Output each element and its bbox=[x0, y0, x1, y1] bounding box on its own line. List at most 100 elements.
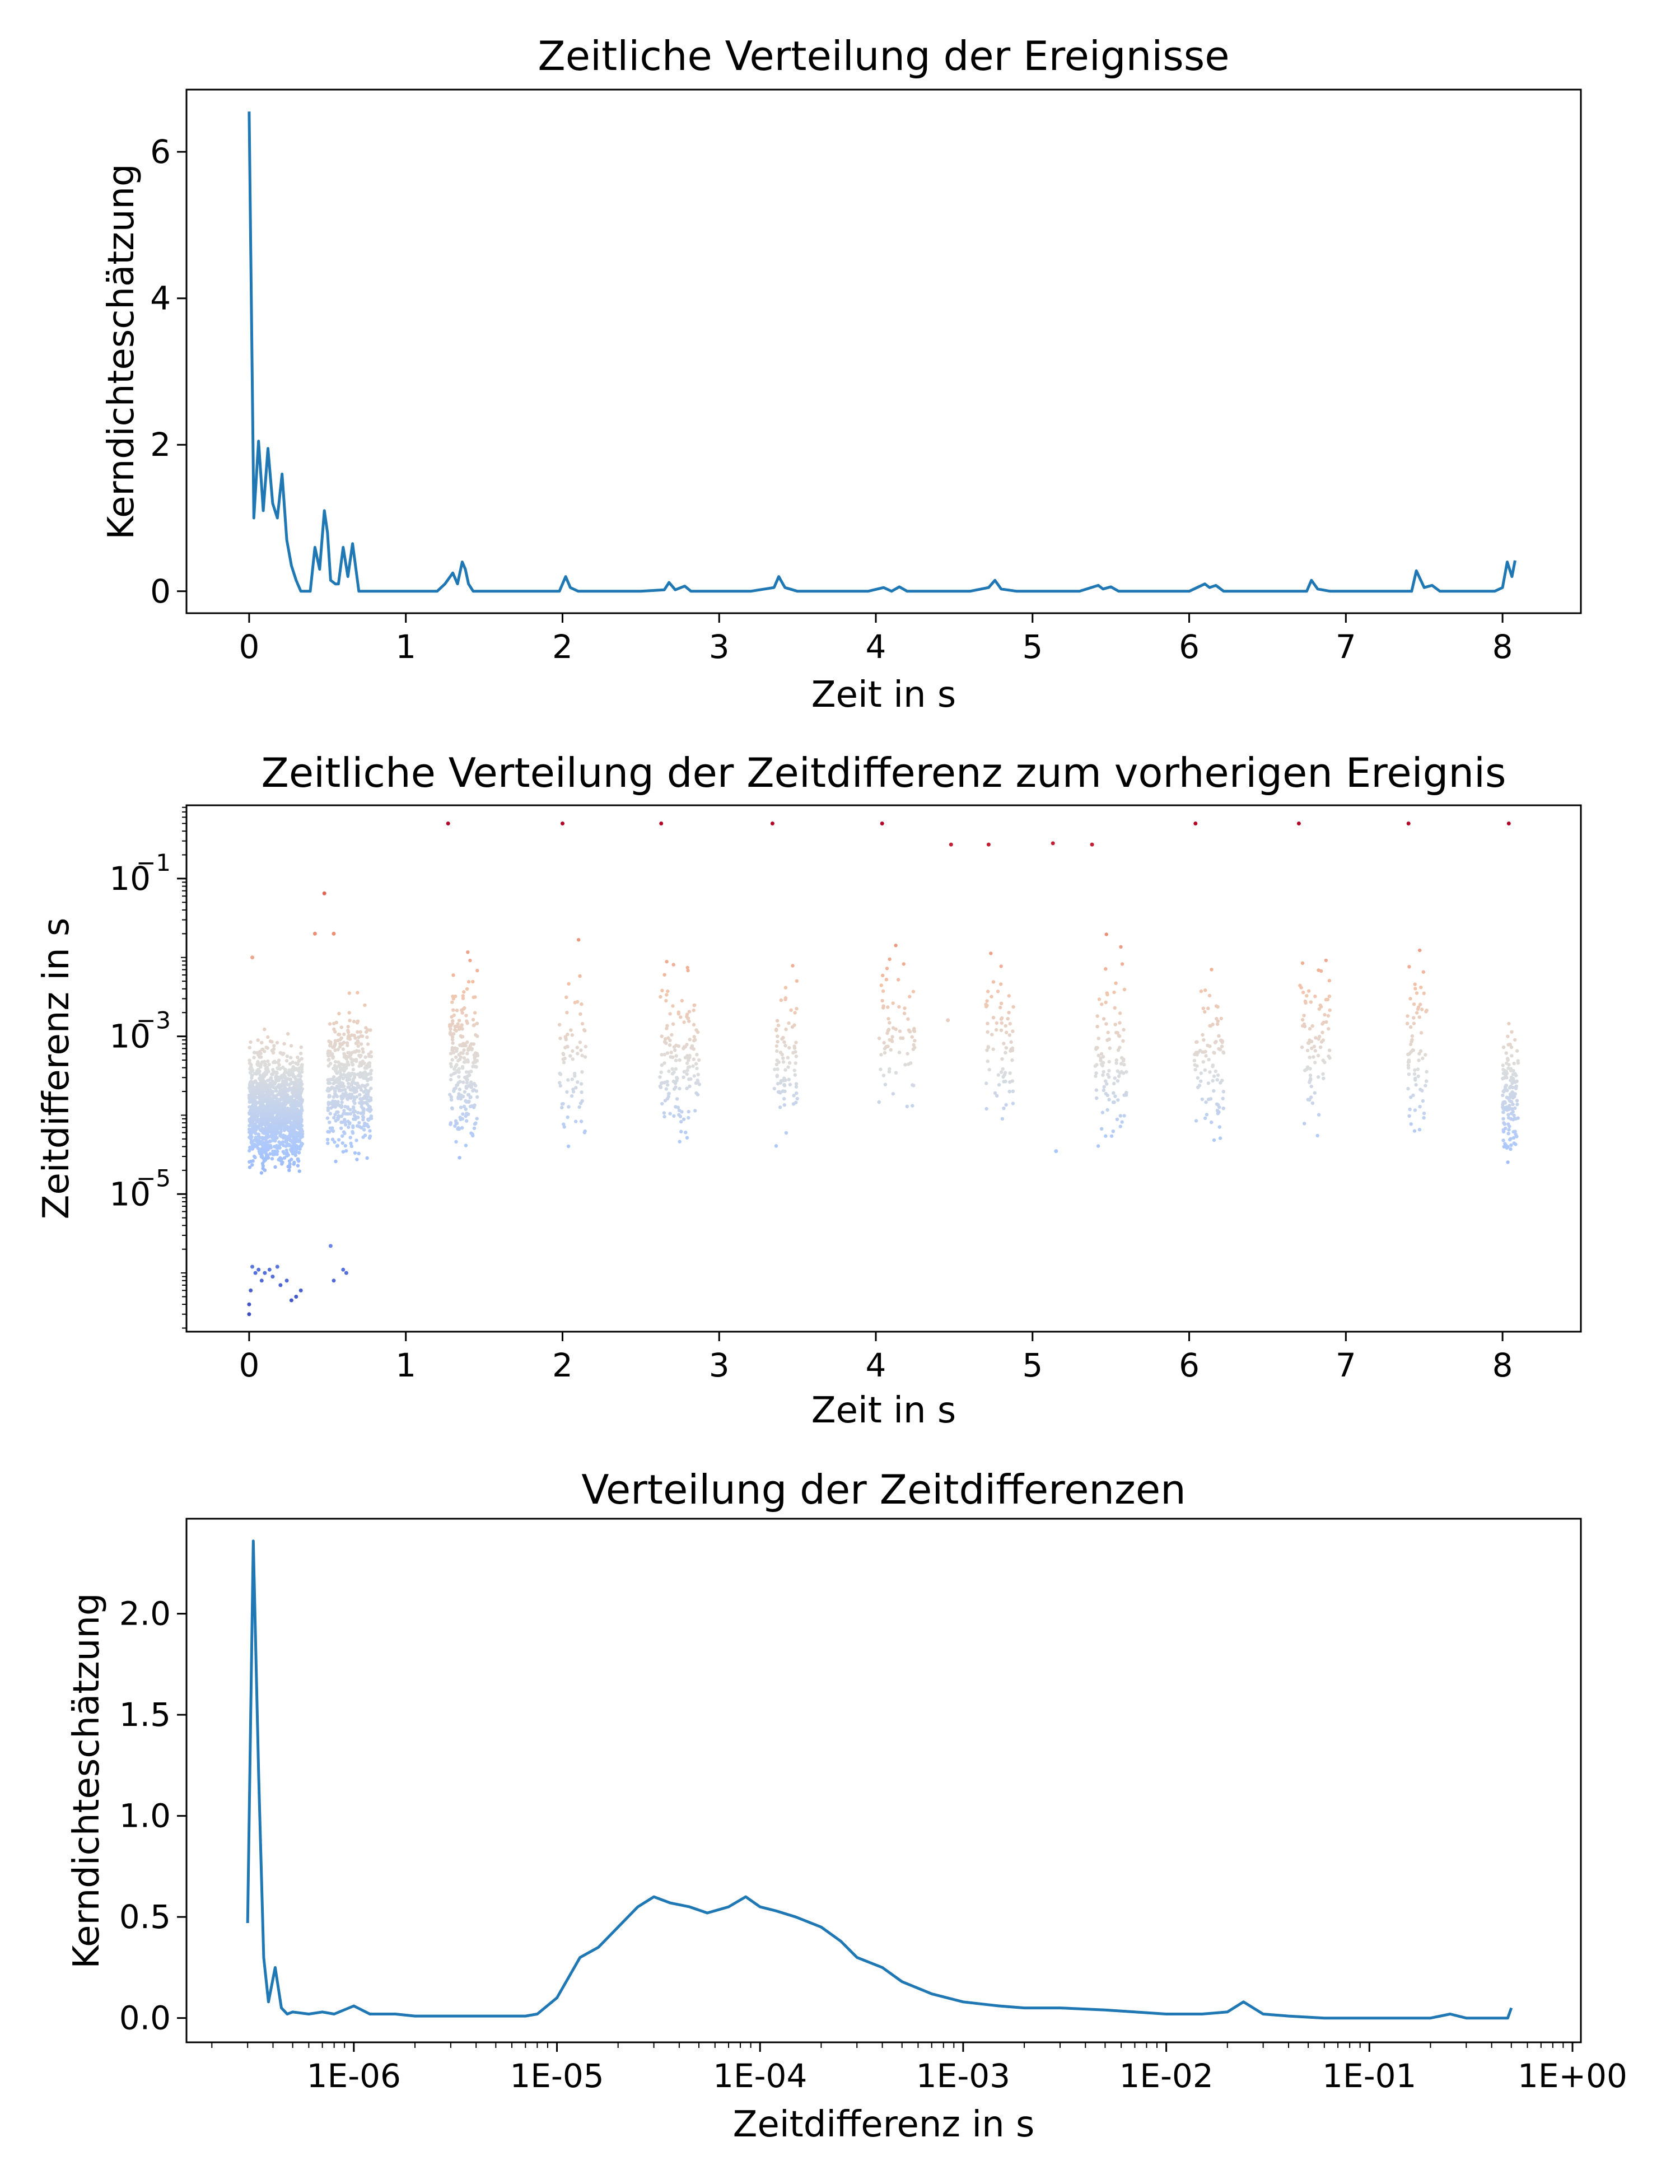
scatter-point bbox=[566, 1115, 570, 1119]
scatter-point bbox=[466, 1093, 470, 1097]
scatter-point bbox=[1212, 1138, 1216, 1142]
scatter-point bbox=[774, 1062, 779, 1067]
scatter-point bbox=[877, 1100, 881, 1104]
scatter-point bbox=[293, 1075, 297, 1079]
scatter-point bbox=[1054, 1149, 1058, 1154]
scatter-point bbox=[347, 1034, 351, 1038]
scatter-point bbox=[248, 1135, 251, 1140]
scatter-point bbox=[298, 1124, 302, 1128]
scatter-point bbox=[996, 1073, 1001, 1077]
scatter-point bbox=[1095, 1063, 1099, 1067]
scatter-point bbox=[685, 1072, 689, 1076]
scatter-point bbox=[883, 1051, 887, 1055]
scatter-point bbox=[793, 1073, 797, 1077]
scatter-point bbox=[355, 1158, 359, 1161]
scatter-point bbox=[1193, 822, 1198, 825]
scatter-point bbox=[1095, 1014, 1099, 1018]
scatter-point bbox=[1515, 1049, 1519, 1053]
scatter-point bbox=[1199, 1071, 1203, 1075]
scatter-point bbox=[344, 1112, 348, 1116]
scatter-point bbox=[473, 1084, 478, 1088]
scatter-point bbox=[277, 1058, 281, 1062]
scatter-point bbox=[1412, 1072, 1417, 1076]
scatter-point bbox=[1512, 1061, 1516, 1066]
scatter-point bbox=[272, 1070, 276, 1074]
scatter-point bbox=[266, 1035, 270, 1039]
scatter-point bbox=[882, 1040, 886, 1045]
scatter-point bbox=[949, 842, 953, 847]
scatter-point bbox=[359, 1042, 363, 1046]
scatter-point bbox=[339, 1068, 343, 1072]
scatter-point bbox=[1501, 1110, 1505, 1114]
scatter-point bbox=[986, 990, 990, 993]
scatter-point bbox=[268, 1082, 273, 1086]
scatter-point bbox=[1302, 1014, 1306, 1018]
scatter-point bbox=[568, 1054, 572, 1058]
scatter-point bbox=[459, 1055, 463, 1060]
scatter-point bbox=[1318, 1004, 1322, 1007]
scatter-point bbox=[272, 1044, 276, 1048]
scatter-point bbox=[277, 1140, 281, 1144]
scatter-point bbox=[260, 1154, 264, 1158]
scatter-point bbox=[1307, 989, 1311, 993]
scatter-point bbox=[279, 1130, 283, 1133]
scatter-point bbox=[260, 1128, 264, 1133]
panel-2-title: Zeitliche Verteilung der Zeitdifferenz z… bbox=[262, 749, 1506, 796]
scatter-point bbox=[248, 1123, 251, 1128]
scatter-point bbox=[1515, 1099, 1519, 1103]
series-line bbox=[248, 111, 1516, 593]
scatter-point bbox=[1096, 1144, 1100, 1148]
scatter-point bbox=[1095, 1096, 1099, 1100]
scatter-point bbox=[686, 1065, 690, 1070]
scatter-point bbox=[1108, 1046, 1112, 1050]
scatter-point bbox=[886, 1005, 890, 1009]
scatter-point bbox=[1406, 1086, 1410, 1091]
scatter-point bbox=[791, 964, 795, 968]
scatter-point bbox=[299, 1074, 303, 1079]
scatter-point bbox=[776, 1023, 781, 1028]
scatter-point bbox=[1425, 1070, 1429, 1074]
scatter-point bbox=[248, 1160, 251, 1164]
scatter-point bbox=[290, 1149, 293, 1154]
scatter-point bbox=[907, 1062, 911, 1066]
scatter-point bbox=[280, 1082, 284, 1086]
panel-1-xlabel: Zeit in s bbox=[811, 674, 956, 716]
scatter-point bbox=[668, 1043, 672, 1047]
scatter-point bbox=[1506, 1145, 1510, 1149]
scatter-point bbox=[339, 1114, 344, 1118]
scatter-point bbox=[1111, 1130, 1116, 1133]
scatter-point bbox=[348, 1019, 352, 1023]
scatter-point bbox=[1300, 1018, 1305, 1022]
scatter-point bbox=[293, 1082, 297, 1086]
scatter-point bbox=[449, 1065, 454, 1068]
scatter-point bbox=[268, 1126, 272, 1131]
scatter-point bbox=[282, 1151, 287, 1155]
scatter-point bbox=[687, 1077, 691, 1081]
scatter-point bbox=[270, 1275, 275, 1279]
scatter-point bbox=[278, 1133, 282, 1138]
scatter-point bbox=[660, 1034, 664, 1038]
scatter-point bbox=[694, 1062, 698, 1066]
scatter-point bbox=[282, 1117, 286, 1122]
scatter-point bbox=[987, 1067, 991, 1072]
scatter-point bbox=[794, 1100, 798, 1104]
scatter-point bbox=[682, 1045, 687, 1049]
scatter-point bbox=[250, 1163, 254, 1167]
scatter-point bbox=[339, 1025, 343, 1029]
scatter-point bbox=[452, 1071, 456, 1076]
scatter-point bbox=[1305, 1048, 1310, 1053]
scatter-point bbox=[1300, 1045, 1304, 1049]
scatter-point bbox=[1314, 1036, 1318, 1040]
scatter-point bbox=[357, 1121, 361, 1125]
scatter-point bbox=[300, 1141, 304, 1145]
scatter-point bbox=[561, 822, 564, 825]
scatter-point bbox=[290, 1098, 294, 1102]
scatter-point bbox=[351, 1124, 355, 1128]
x-tick-label: 1E+00 bbox=[1518, 2057, 1627, 2095]
scatter-point bbox=[781, 1056, 785, 1060]
scatter-point bbox=[286, 1137, 290, 1142]
scatter-point bbox=[783, 997, 787, 1001]
scatter-point bbox=[368, 1129, 372, 1133]
scatter-point bbox=[367, 1054, 371, 1058]
scatter-point bbox=[457, 1053, 461, 1057]
